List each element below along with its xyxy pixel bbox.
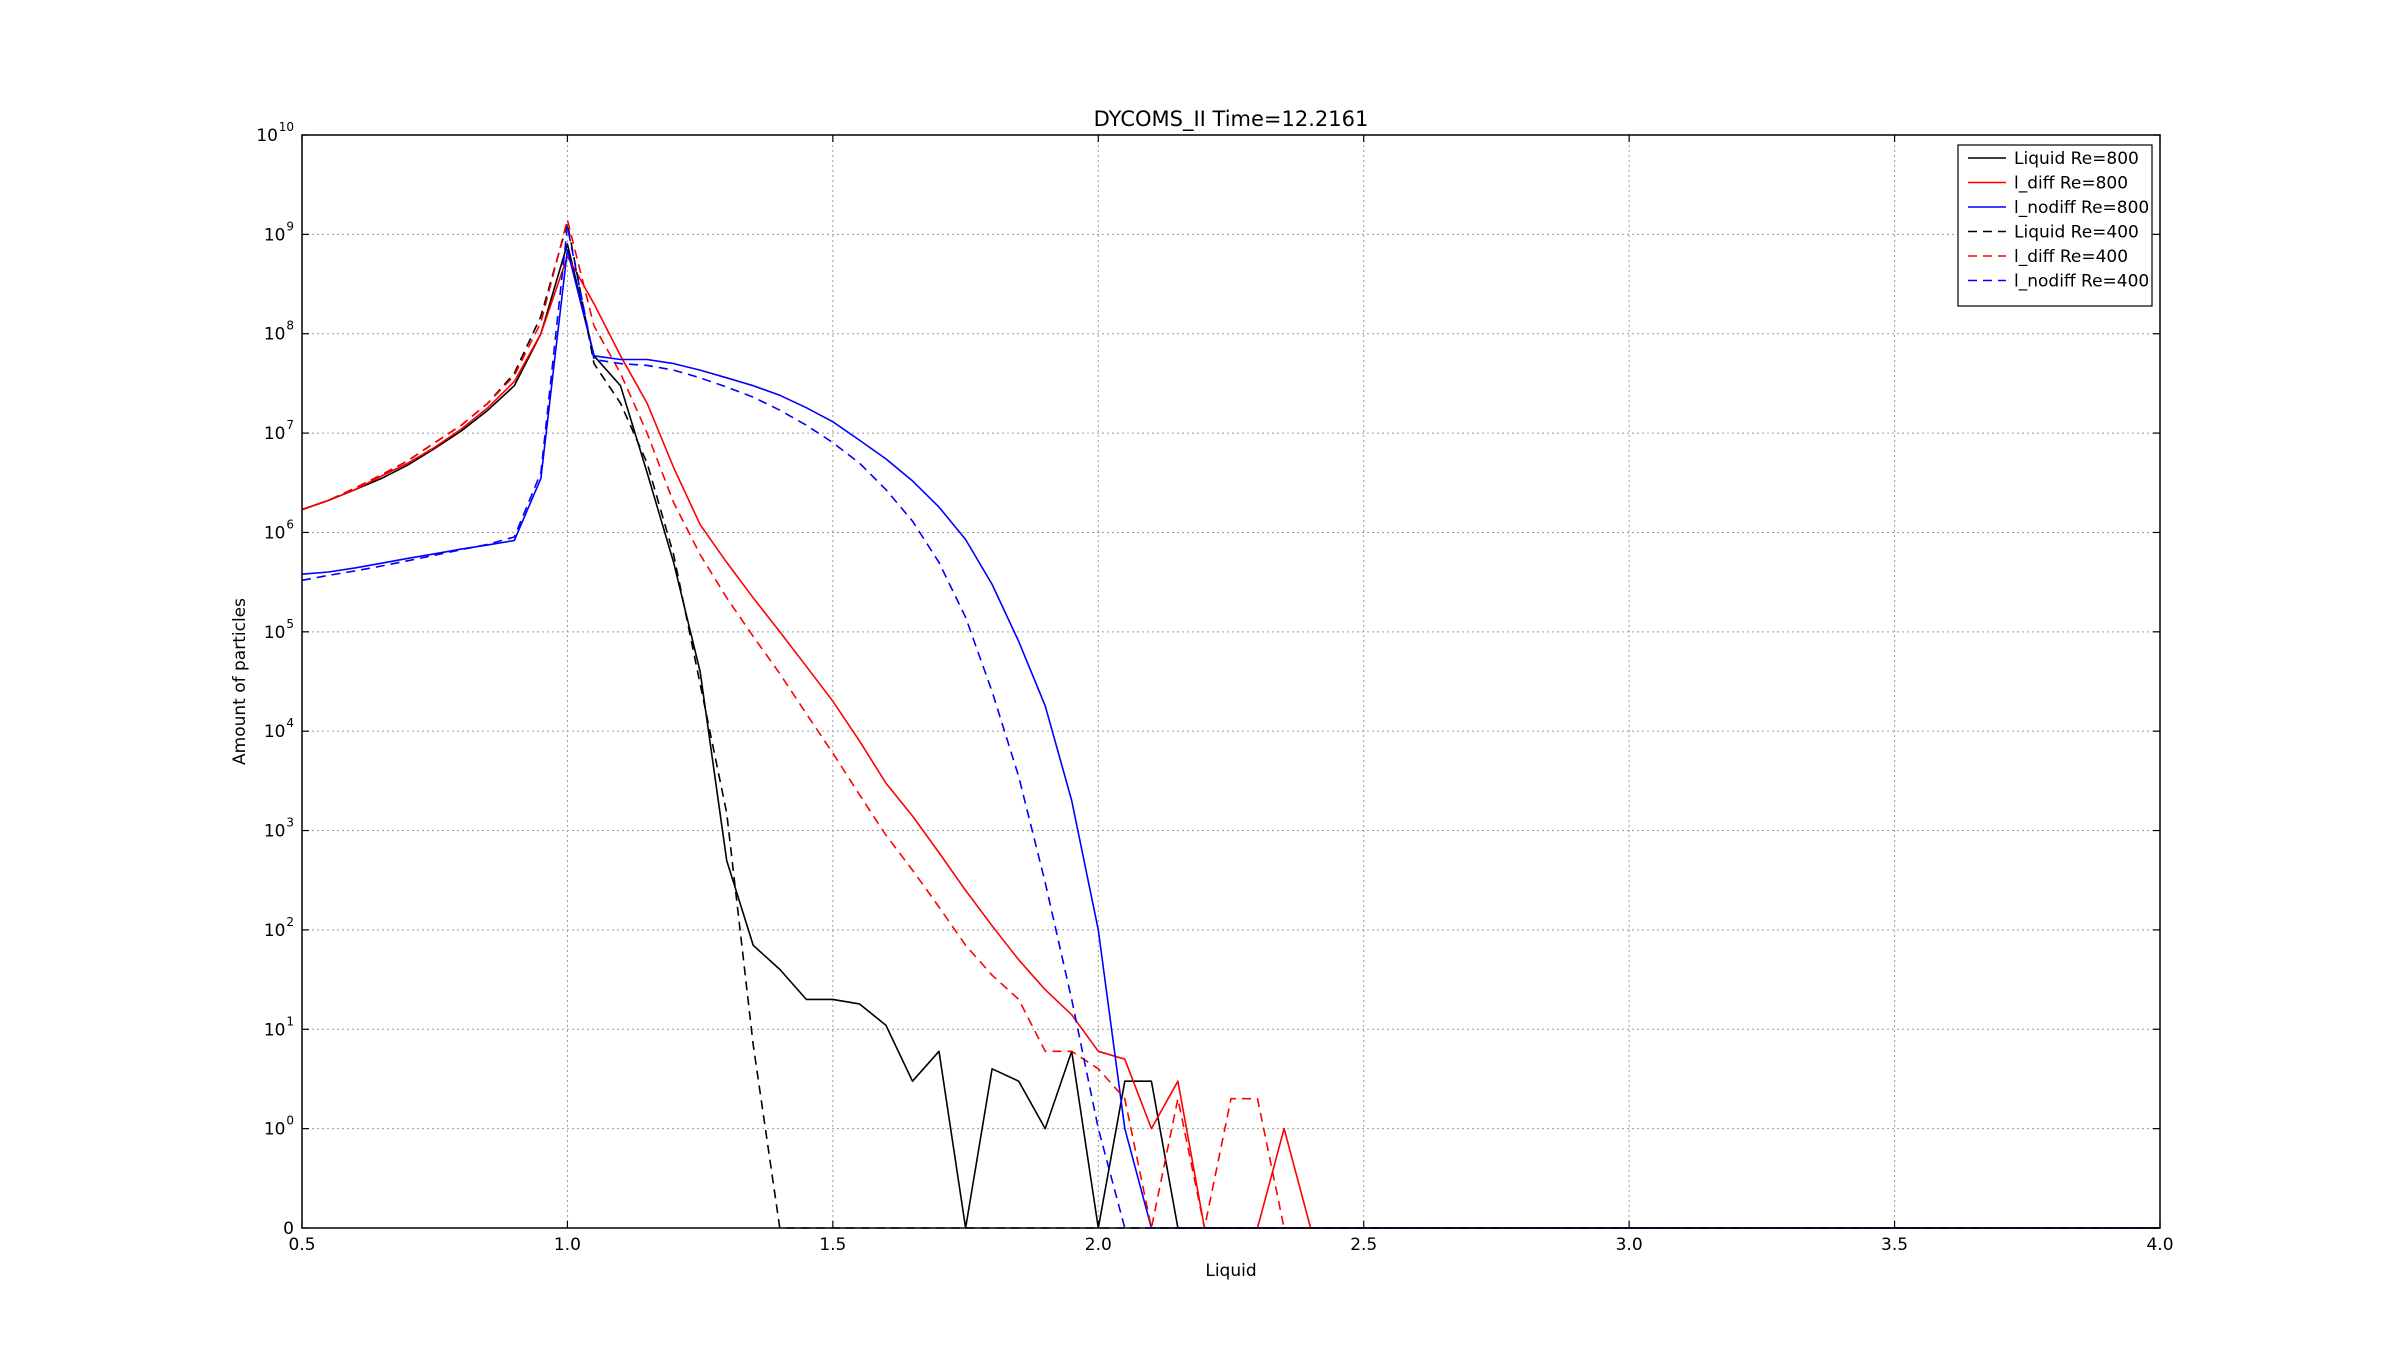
plot-frame [301,134,2161,1229]
y-tick-exponent: 3 [286,816,294,830]
y-tick-label: 10 [264,523,286,543]
y-tick-exponent: 6 [286,517,294,531]
x-tick-label: 2.5 [1350,1235,1377,1255]
legend-entry-label: l_nodiff Re=800 [2014,198,2149,218]
x-tick-label: 1.5 [819,1235,846,1255]
y-tick-exponent: 9 [286,219,294,233]
axis-ticks: 0.5 1.0 1.5 2.0 2.5 3.0 3.5 4.00010110210310410… [256,120,2173,1255]
y-tick-exponent: 2 [286,915,294,929]
x-tick-label: 2.0 [1085,1235,1112,1255]
y-tick-exponent: 8 [286,319,294,333]
y-tick-exponent: 7 [286,418,294,432]
plot-lines [301,219,2160,1229]
chart-title: DYCOMS_II Time=12.2161 [1094,107,1369,132]
y-tick-exponent: 5 [286,617,294,631]
x-tick-label: 3.0 [1616,1235,1643,1255]
legend-entry-label: l_diff Re=400 [2014,247,2128,267]
y-axis-label: Amount of particles [230,598,250,765]
y-tick-exponent: 10 [279,120,294,134]
y-tick-label: 10 [264,623,286,643]
legend-entry-label: Liquid Re=800 [2014,149,2139,169]
series-line-2 [301,255,2160,1229]
y-tick-label: 10 [264,325,286,345]
y-tick-label: 10 [264,1120,286,1140]
y-tick-label: 10 [264,424,286,444]
series-line-1 [301,243,2160,1229]
x-tick-label: 3.5 [1881,1235,1908,1255]
y-tick-exponent: 0 [286,1114,294,1128]
y-tick-label: 10 [256,126,278,146]
y-tick-label: 10 [264,225,286,245]
x-tick-label: 0.5 [288,1235,315,1255]
legend-entry-label: Liquid Re=400 [2014,223,2139,243]
y-tick-label: 10 [264,1020,286,1040]
x-tick-label: 4.0 [2146,1235,2173,1255]
y-tick-label: 10 [264,822,286,842]
legend-entry-label: l_diff Re=800 [2014,174,2128,194]
series-line-3 [301,249,2160,1229]
y-tick-exponent: 4 [286,716,294,730]
legend-entry-label: l_nodiff Re=400 [2014,272,2149,292]
x-axis-label: Liquid [1205,1261,1256,1281]
legend-box [1957,144,2153,307]
y-tick-label: 0 [283,1219,294,1239]
y-tick-exponent: 1 [286,1014,294,1028]
legend: Liquid Re=800 l_diff Re=800 l_nodiff Re=80… [1957,144,2153,307]
y-tick-label: 10 [264,722,286,742]
y-tick-label: 10 [264,921,286,941]
x-tick-label: 1.0 [554,1235,581,1255]
